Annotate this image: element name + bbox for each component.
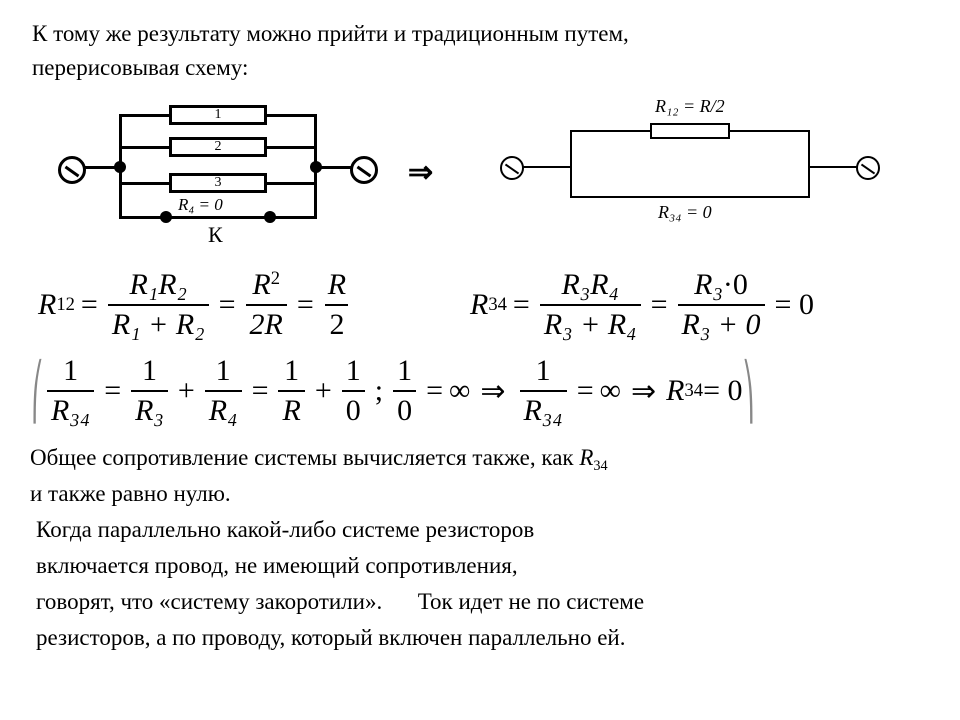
intro-line-2: перерисовывая схему: <box>32 52 248 83</box>
para-line-1: Когда параллельно какой-либо системе рез… <box>36 514 534 545</box>
circuit-right: R₁₂ = R/2 R₃₄ = 0 <box>500 118 880 218</box>
terminal-right-2 <box>856 156 880 180</box>
k-label: К <box>208 222 223 248</box>
para-line-3: говорят, что «систему закоротили». Ток и… <box>36 586 644 617</box>
para-line-4: резисторов, а по проводу, который включе… <box>36 622 625 653</box>
result-line-2: и также равно нулю. <box>30 478 231 509</box>
r3-label: 3 <box>169 175 267 191</box>
r1-label: 1 <box>169 107 267 123</box>
terminal-left <box>58 156 86 184</box>
arrow-1: ⇒ <box>408 155 433 190</box>
intro-line-1: К тому же результату можно прийти и трад… <box>32 18 629 49</box>
r4-label: R₄ = 0 <box>178 195 223 215</box>
terminal-left-2 <box>500 156 524 180</box>
formula-r12: R12 = R₁R₂R₁ + R₂ = R22R = R2 <box>38 268 354 342</box>
result-line-1: Общее сопротивление системы вычисляется … <box>30 442 608 476</box>
formula-r34-inverse: ⎛ 1R₃₄ = 1R₃ + 1R₄ = 1R + 10 ; 10 = ∞ ⇒ … <box>24 354 762 428</box>
r12-label: R₁₂ = R/2 <box>655 96 725 117</box>
para-line-2: включается провод, не имеющий сопротивле… <box>36 550 518 581</box>
formula-r34: R34 = R₃R₄R₃ + R₄ = R₃·0R₃ + 0 = 0 <box>470 268 820 342</box>
terminal-right <box>350 156 378 184</box>
circuit-left: 1 2 3 R₄ = 0 К <box>58 100 378 250</box>
r34-label: R₃₄ = 0 <box>658 202 712 223</box>
r2-label: 2 <box>169 139 267 155</box>
